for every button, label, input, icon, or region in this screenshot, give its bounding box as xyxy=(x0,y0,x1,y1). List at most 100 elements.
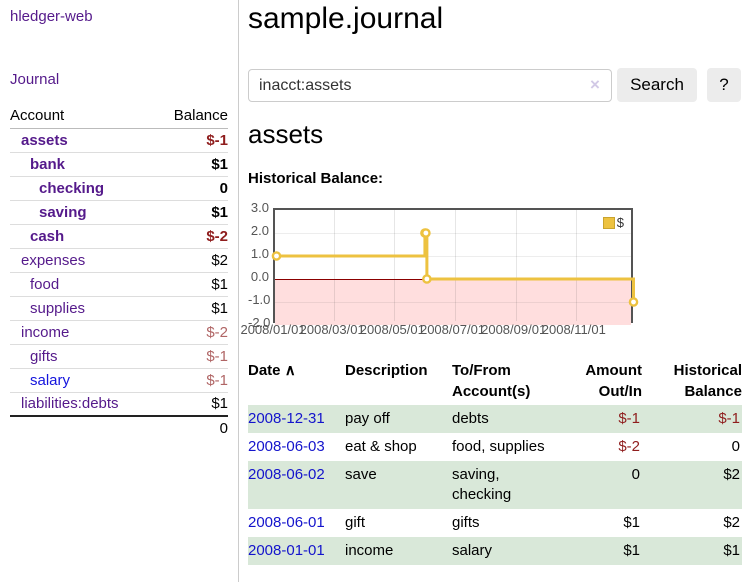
data-point-marker xyxy=(628,297,639,307)
sort-ascending-icon: ∧ xyxy=(284,362,296,379)
chart-negative-region xyxy=(275,279,631,325)
accounts-table: Account Balance assets $-1 bank $1 checking 0… xyxy=(10,104,228,440)
chart-series xyxy=(271,228,639,307)
sidebar-account-link-assets[interactable]: assets xyxy=(21,131,68,149)
transaction-date-link[interactable]: 2008-12-31 xyxy=(248,410,325,427)
sidebar-account-link-checking[interactable]: checking xyxy=(39,179,105,197)
amount-line1: Amount xyxy=(585,362,642,379)
register-amount-cell: 0 xyxy=(562,461,642,509)
register-row: 2008-01-01 income salary $1 $1 xyxy=(248,537,742,565)
register-date-cell: 2008-06-02 xyxy=(248,461,345,509)
search-input[interactable] xyxy=(248,69,612,102)
register-description-cell: save xyxy=(345,461,452,509)
chart-legend: $ xyxy=(600,214,626,231)
account-name-cell: supplies xyxy=(10,296,156,321)
app-title-link[interactable]: hledger-web xyxy=(10,8,93,25)
transaction-date-link[interactable]: 2008-06-03 xyxy=(248,438,325,455)
account-name-cell: cash xyxy=(10,224,156,249)
account-name-cell: income xyxy=(10,320,156,345)
account-name-cell: checking xyxy=(10,176,156,201)
accounts-header-row: Account Balance xyxy=(10,104,228,129)
account-name-cell: liabilities:debts xyxy=(10,392,156,417)
x-axis-tick-label: 2008/05/01 xyxy=(359,322,425,337)
gridline-vertical xyxy=(394,210,396,321)
x-axis-tick-label: 2008/09/01 xyxy=(481,322,547,337)
account-name-cell: bank xyxy=(10,152,156,177)
account-balance: $-2 xyxy=(155,320,228,345)
legend-label: $ xyxy=(616,215,624,230)
sidebar-account-link-supplies[interactable]: supplies xyxy=(30,299,86,317)
y-axis-tick-label: 2.0 xyxy=(250,223,269,238)
account-row: food $1 xyxy=(10,272,228,297)
register-accounts-cell: debts xyxy=(452,405,562,433)
register-header-description: Description xyxy=(345,362,428,379)
account-balance: $1 xyxy=(155,272,228,297)
register-balance-cell: 0 xyxy=(731,438,740,455)
register-date-cell: 2008-06-03 xyxy=(248,433,345,461)
sidebar-account-link-bank[interactable]: bank xyxy=(30,155,66,173)
accounts-total-spacer xyxy=(10,415,156,440)
data-point-marker xyxy=(421,228,431,238)
register-description-cell: eat & shop xyxy=(345,438,417,455)
gridline-horizontal xyxy=(275,256,631,257)
y-axis-tick-label: 3.0 xyxy=(250,200,269,215)
account-name-cell: expenses xyxy=(10,248,156,273)
gridline-vertical xyxy=(454,210,456,321)
hist-line2: Balance xyxy=(684,383,742,400)
sidebar-account-link-salary[interactable]: salary xyxy=(30,371,71,389)
sidebar-account-link-food[interactable]: food xyxy=(30,275,60,293)
y-axis-tick-label: -1.0 xyxy=(248,292,271,307)
journal-link[interactable]: Journal xyxy=(10,71,60,88)
register-balance-cell: $1 xyxy=(642,537,742,565)
search-button[interactable]: Search xyxy=(617,68,697,102)
account-balance: $-1 xyxy=(155,344,228,369)
clear-search-icon[interactable]: × xyxy=(590,75,600,94)
transaction-date-link[interactable]: 2008-06-01 xyxy=(248,514,325,531)
sidebar-account-link-saving[interactable]: saving xyxy=(39,203,87,221)
x-axis-tick-label: 2008/07/01 xyxy=(419,322,486,337)
account-balance: $1 xyxy=(155,296,228,321)
tofrom-line2: Account(s) xyxy=(452,383,531,400)
data-point-marker xyxy=(271,251,282,261)
account-balance: $-1 xyxy=(155,128,228,153)
register-table: Date ∧ Description To/From Account(s) Amo… xyxy=(248,360,742,565)
account-name-cell: food xyxy=(10,272,156,297)
sidebar-account-link-income[interactable]: income xyxy=(21,323,70,341)
sidebar: hledger-web Journal Account Balance asse… xyxy=(0,0,239,582)
chart-title: Historical Balance: xyxy=(248,170,384,187)
x-axis-tick-label: 2008/11/01 xyxy=(541,322,606,337)
register-description-cell: gift xyxy=(345,514,366,531)
accounts-total-value: 0 xyxy=(155,415,228,440)
account-balance: $1 xyxy=(155,392,228,417)
sidebar-account-link-cash[interactable]: cash xyxy=(30,227,65,245)
account-row: saving $1 xyxy=(10,200,228,225)
transaction-date-link[interactable]: 2008-06-02 xyxy=(248,466,325,483)
register-row: 2008-06-02 save saving, checking 0 $2 xyxy=(248,461,742,509)
register-header-date[interactable]: Date ∧ xyxy=(248,360,345,405)
account-balance: $1 xyxy=(155,200,228,225)
register-header-row: Date ∧ Description To/From Account(s) Amo… xyxy=(248,360,742,405)
register-amount-cell: $-1 xyxy=(562,405,642,433)
sidebar-account-link-liabilities-debts[interactable]: liabilities:debts xyxy=(21,395,119,413)
register-accounts-cell: salary xyxy=(452,537,562,565)
data-point-marker xyxy=(422,274,432,284)
account-row: expenses $2 xyxy=(10,248,228,273)
register-balance-cell: $-1 xyxy=(642,405,742,433)
register-description-cell: income xyxy=(345,537,452,565)
help-button[interactable]: ? xyxy=(707,68,741,102)
account-row: assets $-1 xyxy=(10,128,228,153)
account-balance: $1 xyxy=(155,152,228,177)
register-amount-cell: $1 xyxy=(562,537,642,565)
sidebar-account-link-gifts[interactable]: gifts xyxy=(30,347,58,365)
transaction-date-link[interactable]: 2008-01-01 xyxy=(248,542,325,559)
gridline-vertical xyxy=(575,210,577,321)
y-axis-tick-label: -2.0 xyxy=(248,315,271,330)
account-name-cell: saving xyxy=(10,200,156,225)
account-row: checking 0 xyxy=(10,176,228,201)
gridline-horizontal xyxy=(275,233,631,234)
account-heading: assets xyxy=(248,119,324,149)
amount-line2: Out/In xyxy=(598,383,642,400)
x-axis-tick-label: 2008/03/01 xyxy=(299,322,365,337)
register-header-amount: Amount Out/In xyxy=(562,360,642,405)
sidebar-account-link-expenses[interactable]: expenses xyxy=(21,251,86,269)
